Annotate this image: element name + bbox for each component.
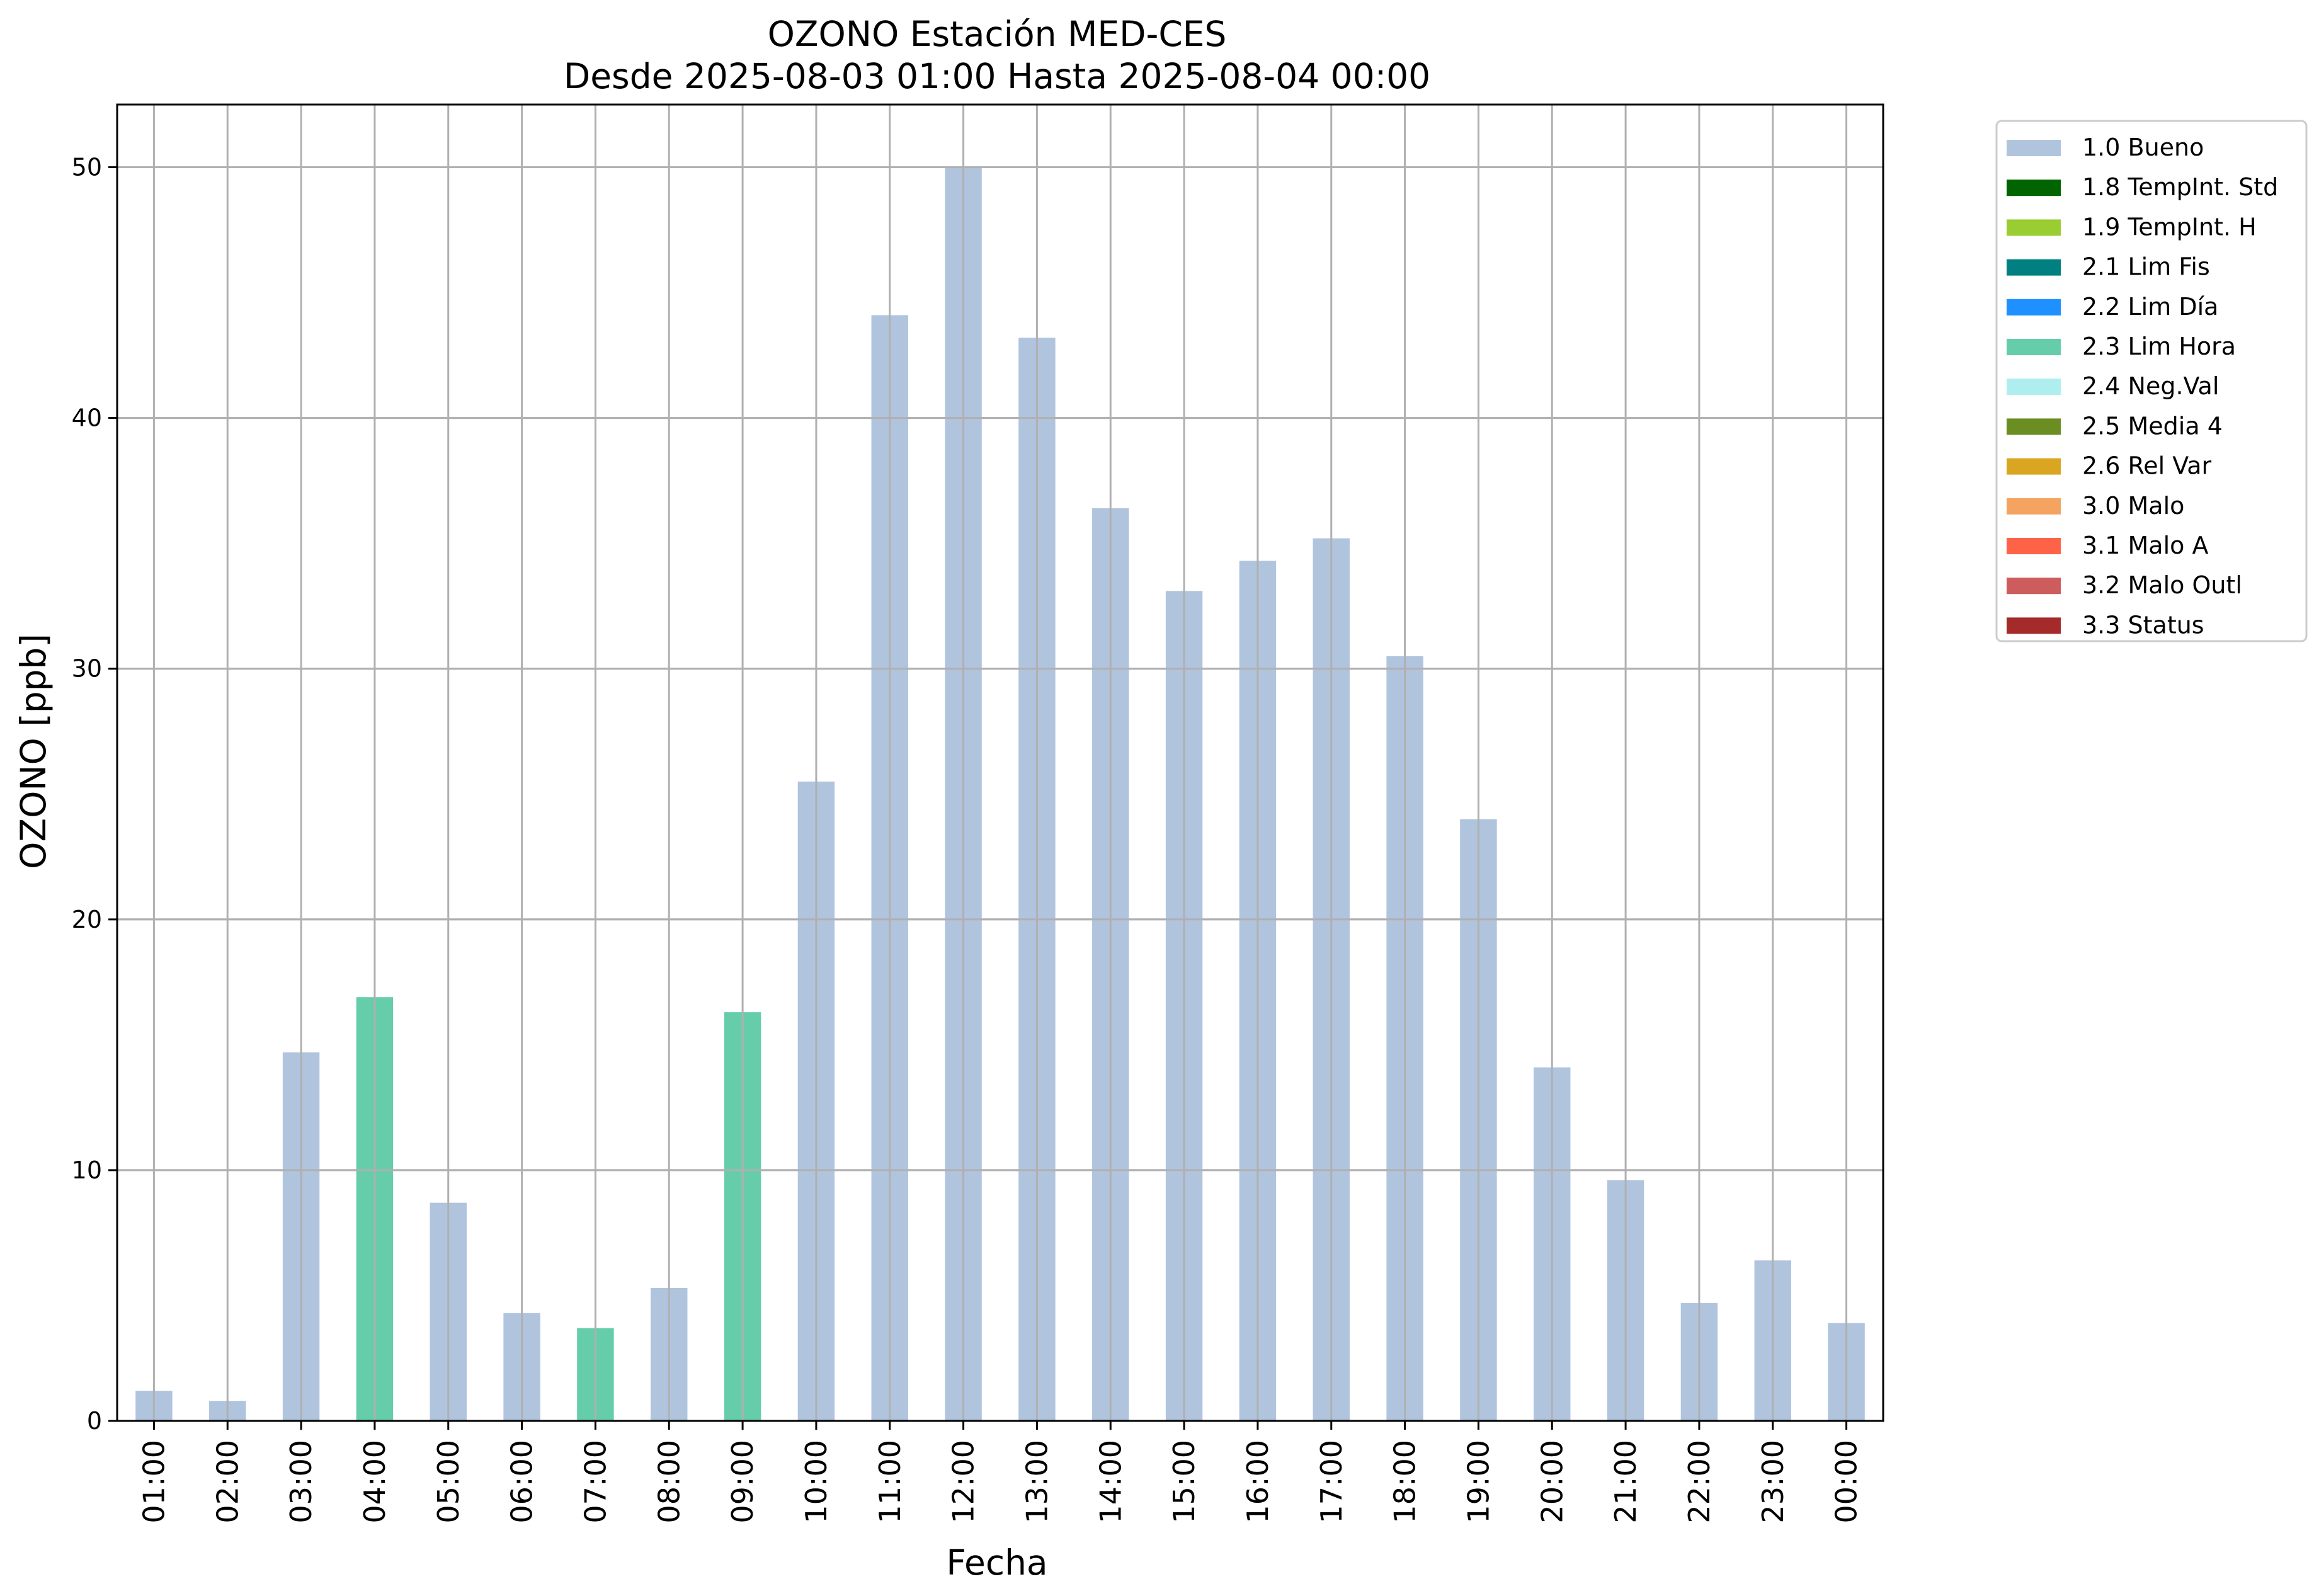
- legend-label: 2.6 Rel Var: [2082, 452, 2212, 480]
- y-tick-label: 40: [72, 404, 102, 432]
- x-tick-label: 22:00: [1682, 1440, 1716, 1524]
- legend-swatch: [2007, 379, 2061, 396]
- chart-subtitle: Desde 2025-08-03 01:00 Hasta 2025-08-04 …: [564, 56, 1430, 96]
- legend-swatch: [2007, 140, 2061, 156]
- legend-label: 2.3 Lim Hora: [2082, 333, 2236, 360]
- ticks: 0 10 20 30 40 50 01:00 02:00 03:00 04:00 05:00 06:0…: [72, 154, 1864, 1524]
- y-tick-label: 30: [72, 655, 102, 683]
- legend-swatch: [2007, 458, 2061, 475]
- legend-label: 3.2 Malo Outl: [2082, 571, 2242, 599]
- legend-label: 1.9 TempInt. H: [2082, 213, 2257, 241]
- x-tick-label: 02:00: [210, 1440, 244, 1524]
- legend-label: 3.0 Malo: [2082, 492, 2184, 520]
- bars: [117, 166, 1883, 1422]
- y-tick-label: 50: [72, 154, 102, 181]
- x-tick-label: 04:00: [358, 1440, 392, 1524]
- legend-swatch: [2007, 418, 2061, 435]
- legend-swatch: [2007, 578, 2061, 595]
- x-tick-label: 11:00: [873, 1440, 907, 1524]
- x-tick-label: 13:00: [1020, 1440, 1054, 1524]
- y-tick-label: 20: [72, 906, 102, 933]
- x-tick-label: 08:00: [652, 1440, 686, 1524]
- x-tick-label: 20:00: [1535, 1440, 1569, 1524]
- x-tick-label: 17:00: [1314, 1440, 1348, 1524]
- x-tick-label: 12:00: [947, 1440, 981, 1524]
- y-axis-label: OZONO [ppb]: [13, 634, 54, 869]
- x-tick-label: 18:00: [1388, 1440, 1422, 1524]
- legend-label: 2.1 Lim Fis: [2082, 253, 2210, 281]
- legend-swatch: [2007, 339, 2061, 355]
- legend-swatch: [2007, 498, 2061, 515]
- legend-swatch: [2007, 219, 2061, 236]
- legend: 1.0 Bueno 1.8 TempInt. Std 1.9 TempInt. H 2…: [1995, 120, 2308, 642]
- legend-swatch: [2007, 259, 2061, 276]
- x-tick-label: 03:00: [284, 1440, 318, 1524]
- x-tick-label: 06:00: [505, 1440, 539, 1524]
- x-tick-label: 07:00: [578, 1440, 612, 1524]
- legend-label: 3.1 Malo A: [2082, 532, 2208, 559]
- legend-label: 3.3 Status: [2082, 611, 2204, 639]
- legend-label: 2.5 Media 4: [2082, 412, 2223, 440]
- x-tick-label: 09:00: [726, 1440, 760, 1524]
- x-tick-label: 15:00: [1167, 1440, 1201, 1524]
- y-tick-label: 0: [87, 1407, 102, 1435]
- chart-title: OZONO Estación MED-CES: [768, 14, 1227, 54]
- x-tick-label: 23:00: [1756, 1440, 1790, 1524]
- legend-swatch: [2007, 299, 2061, 316]
- x-tick-label: 14:00: [1093, 1440, 1127, 1524]
- x-tick-label: 00:00: [1830, 1440, 1864, 1524]
- x-tick-label: 01:00: [137, 1440, 171, 1524]
- x-tick-label: 10:00: [799, 1440, 833, 1524]
- x-tick-label: 21:00: [1609, 1440, 1643, 1524]
- x-tick-label: 05:00: [431, 1440, 465, 1524]
- x-tick-label: 16:00: [1241, 1440, 1275, 1524]
- x-axis-label: Fecha: [946, 1542, 1047, 1583]
- legend-label: 1.0 Bueno: [2082, 134, 2204, 161]
- legend-swatch: [2007, 180, 2061, 197]
- legend-swatch: [2007, 538, 2061, 554]
- legend-label: 1.8 TempInt. Std: [2082, 173, 2278, 201]
- plot-frame: [116, 103, 1884, 1422]
- legend-frame: [1995, 120, 2308, 642]
- y-tick-label: 10: [72, 1156, 102, 1184]
- legend-label: 2.4 Neg.Val: [2082, 372, 2219, 400]
- legend-label: 2.2 Lim Día: [2082, 293, 2218, 321]
- x-tick-label: 19:00: [1461, 1440, 1495, 1524]
- legend-swatch: [2007, 617, 2061, 634]
